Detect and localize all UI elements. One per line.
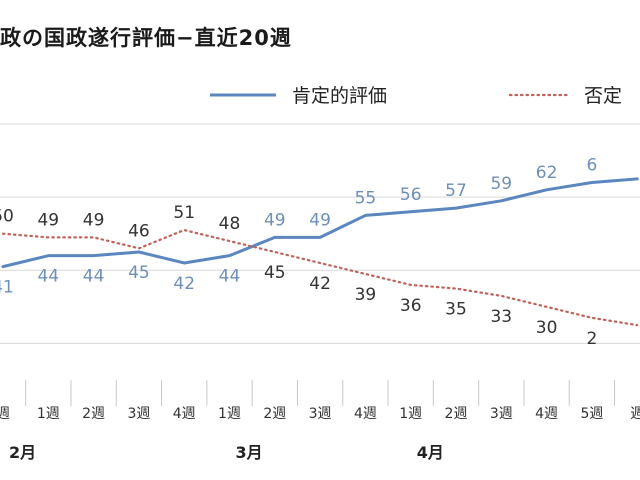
x-tick-label: 3週 — [490, 406, 513, 422]
month-label: 4月 — [417, 443, 444, 462]
data-label: 49 — [264, 210, 286, 230]
legend-label: 肯定的評価 — [292, 85, 387, 107]
legend: 肯定的評価 否定 — [210, 85, 622, 107]
data-label: 33 — [490, 307, 512, 327]
data-label: 55 — [355, 188, 377, 208]
x-tick-label: 2週 — [263, 406, 286, 422]
series-line — [1, 228, 639, 327]
x-tick-label: 4週 — [354, 406, 377, 422]
data-label: 59 — [490, 174, 512, 194]
data-label: 49 — [37, 210, 59, 230]
x-tick-label: 5週 — [580, 406, 603, 422]
series-line — [1, 177, 639, 269]
data-label: 57 — [445, 181, 467, 201]
data-label: 44 — [83, 267, 105, 287]
grid-lines — [0, 123, 640, 344]
legend-label: 否定 — [584, 85, 622, 107]
data-label: 62 — [536, 163, 558, 183]
data-label: 30 — [536, 318, 558, 338]
x-tick-label: 2週 — [445, 406, 468, 422]
series-lines — [1, 177, 639, 327]
data-label: 36 — [400, 296, 422, 316]
x-tick-label: 1週 — [399, 406, 422, 422]
chart-title: 政の国政遂行評価−直近20週 — [0, 26, 292, 50]
x-tick-label: 3週 — [127, 406, 150, 422]
x-tick-label: 1週 — [37, 406, 60, 422]
x-tick-label: 週 — [630, 406, 640, 422]
x-tick-label: 4週 — [173, 406, 196, 422]
data-label: 2 — [586, 329, 597, 349]
data-label: 51 — [173, 203, 195, 223]
data-label: 56 — [400, 185, 422, 205]
data-label: 6 — [586, 156, 597, 176]
month-label: 2月 — [9, 443, 36, 462]
x-axis: 週 1週 2週 3週 4週 1週 2週 3週 4週 1週 2週 3週 4週 5週 週 2月 3月 4月 — [0, 380, 640, 462]
data-label: 35 — [445, 300, 467, 320]
data-label: 42 — [309, 274, 331, 294]
data-label: 45 — [128, 263, 150, 283]
x-tick-label: 1週 — [218, 406, 241, 422]
month-label: 3月 — [236, 443, 263, 462]
data-label: 45 — [264, 263, 286, 283]
data-labels: 41 44 44 45 42 44 49 49 55 56 57 59 62 6 50 49 49 46 51 48 4… — [0, 156, 597, 349]
data-label: 50 — [0, 207, 14, 227]
data-label: 48 — [219, 214, 241, 234]
data-label: 39 — [355, 285, 377, 305]
x-tick-label: 週 — [0, 406, 10, 422]
data-label: 46 — [128, 221, 150, 241]
x-tick-label: 3週 — [309, 406, 332, 422]
data-label: 44 — [219, 267, 241, 287]
data-label: 41 — [0, 278, 14, 298]
data-label: 49 — [309, 210, 331, 230]
x-tick-label: 4週 — [535, 406, 558, 422]
data-label: 49 — [83, 210, 105, 230]
data-label: 42 — [173, 274, 195, 294]
data-label: 44 — [37, 267, 59, 287]
x-tick-label: 2週 — [82, 406, 105, 422]
